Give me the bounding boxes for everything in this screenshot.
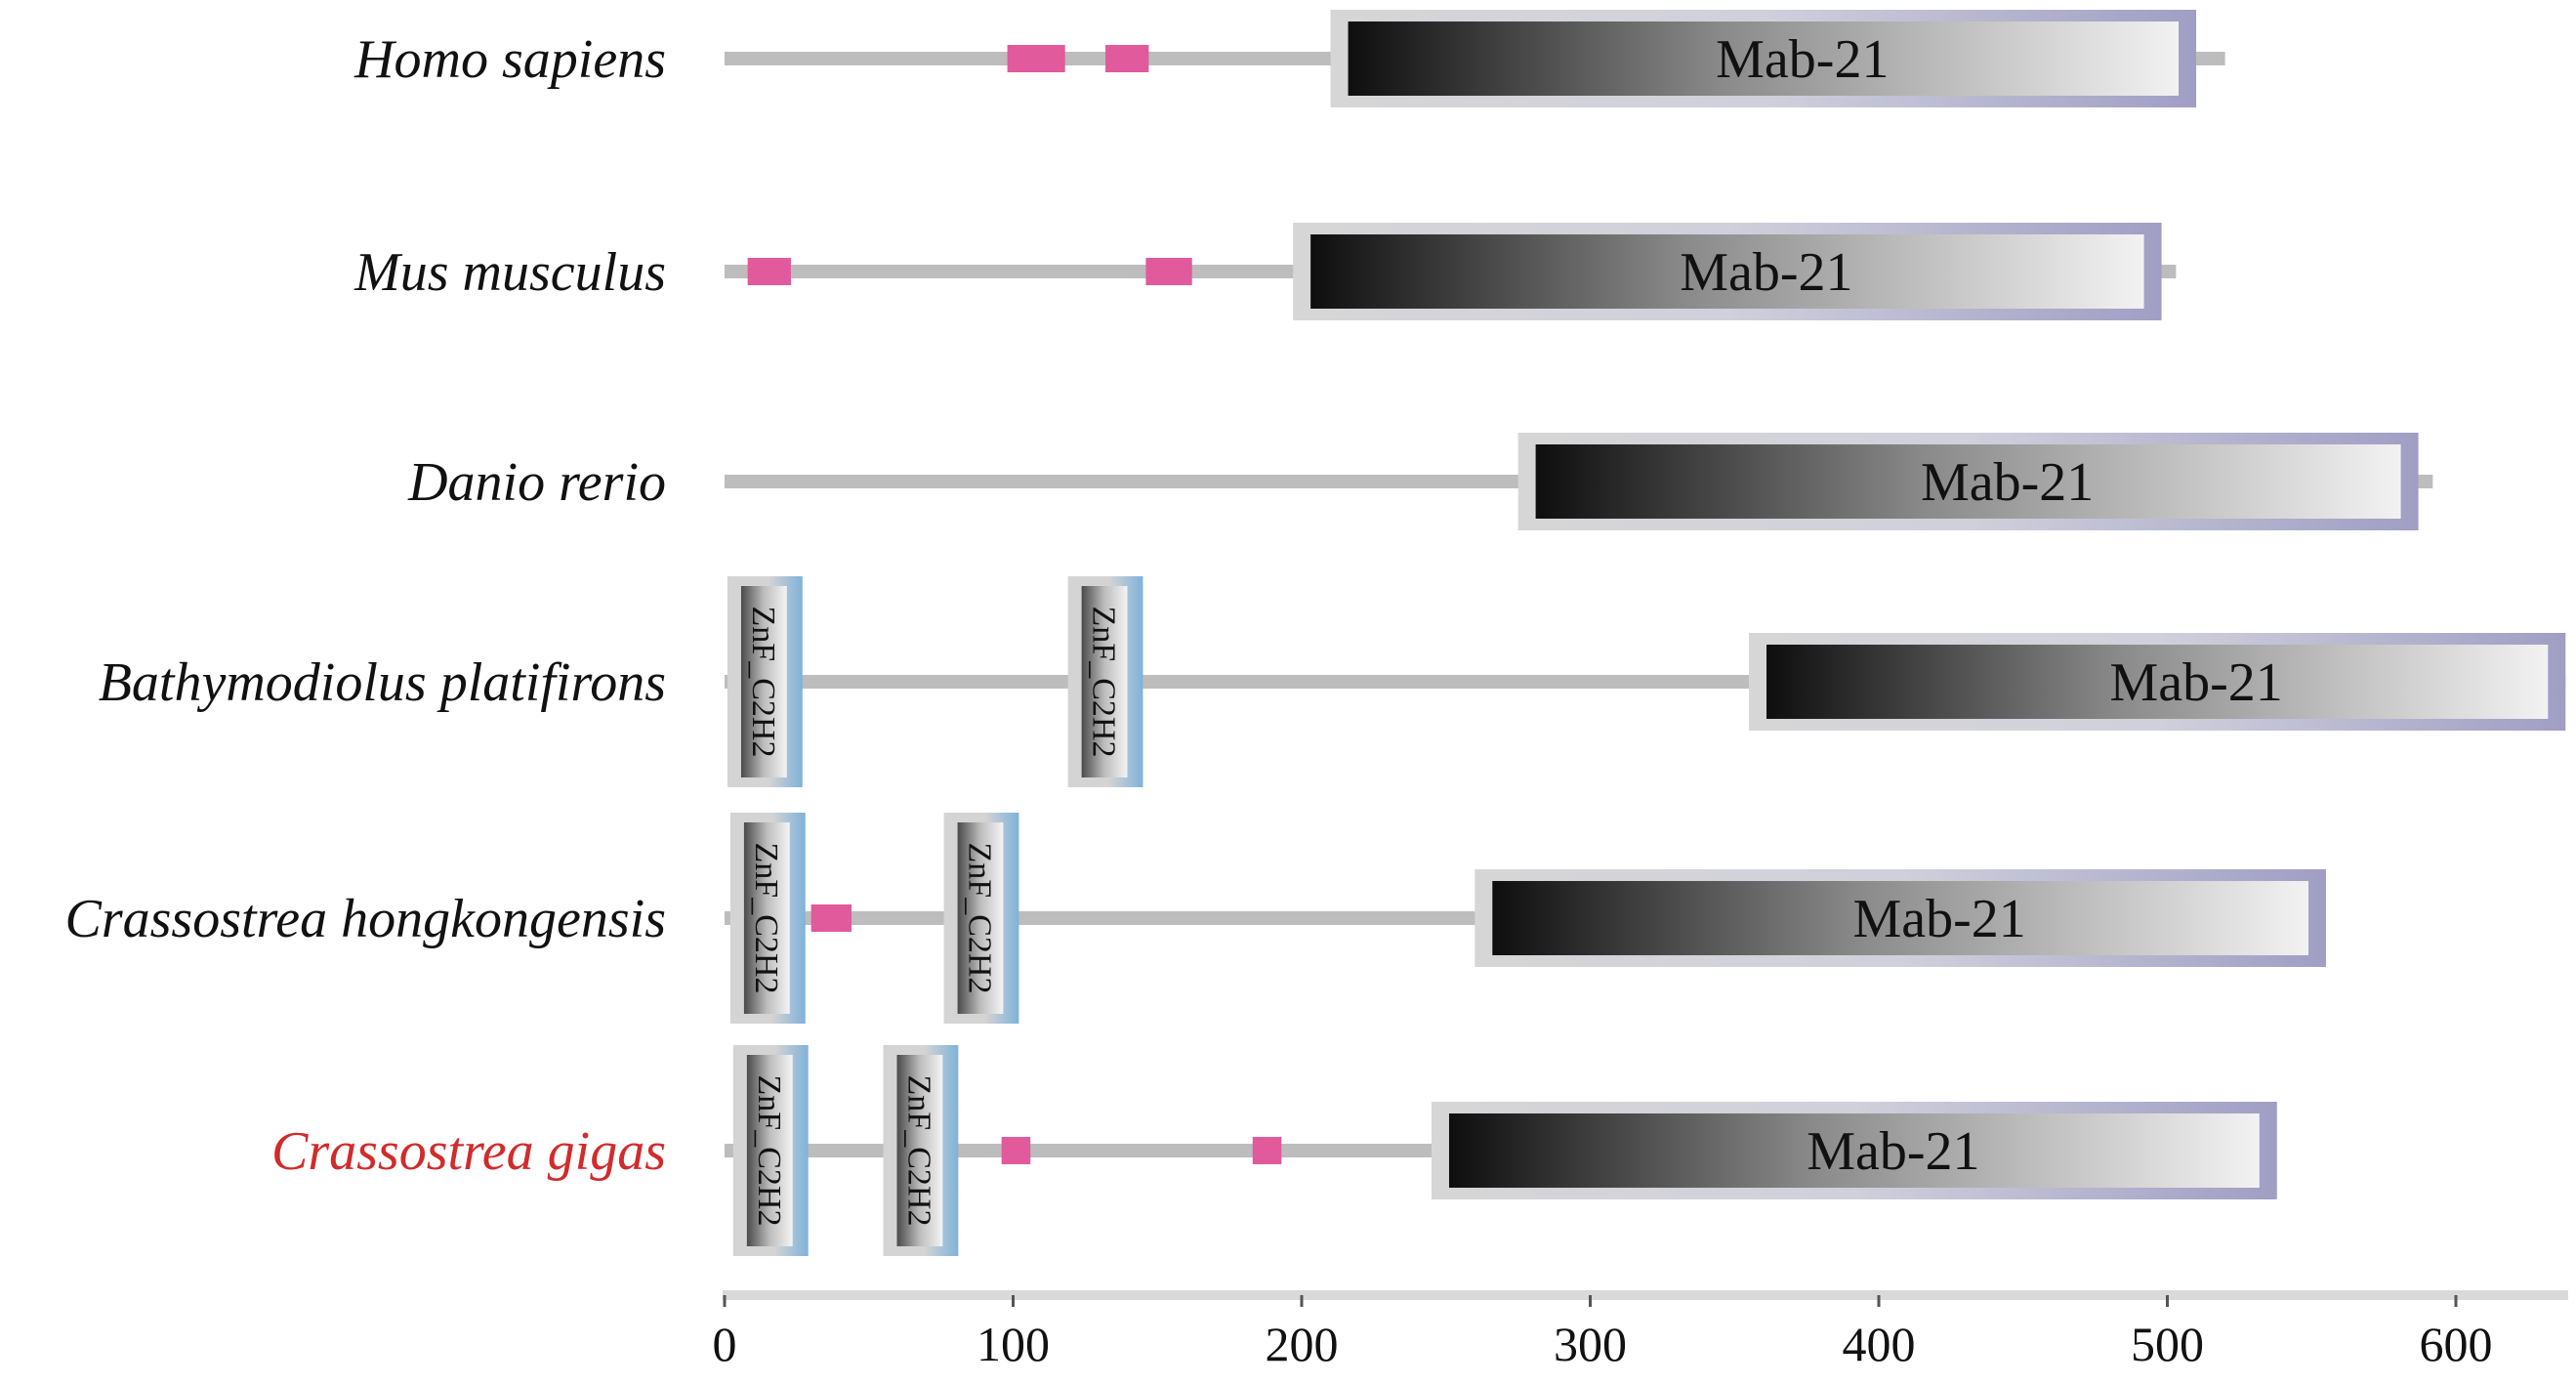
x-axis-tick bbox=[723, 1295, 727, 1307]
x-tick-label: 300 bbox=[1554, 1317, 1627, 1371]
species-label: Crassostrea hongkongensis bbox=[64, 889, 666, 949]
mab21-domain bbox=[1535, 444, 2401, 519]
mab21-label: Mab-21 bbox=[1807, 1121, 1979, 1182]
znf-label: ZnF_C2H2 bbox=[900, 1075, 936, 1227]
znf-domain bbox=[1081, 586, 1128, 777]
x-axis-tick bbox=[1300, 1295, 1304, 1307]
x-axis-tick bbox=[2166, 1295, 2169, 1307]
znf-label: ZnF_C2H2 bbox=[745, 607, 781, 758]
znf-label: ZnF_C2H2 bbox=[1086, 607, 1122, 758]
x-tick-label: 600 bbox=[2420, 1317, 2493, 1371]
x-tick-label: 400 bbox=[1843, 1317, 1916, 1371]
mab21-label: Mab-21 bbox=[1921, 452, 2094, 513]
mab21-domain bbox=[1766, 645, 2549, 719]
species-label: Homo sapiens bbox=[353, 29, 666, 90]
mab21-domain bbox=[1348, 21, 2180, 96]
motif-box bbox=[1001, 1137, 1031, 1164]
mab21-domain bbox=[1448, 1113, 2260, 1188]
znf-domain bbox=[896, 1055, 943, 1246]
protein-row: Mus musculus Mab-21 bbox=[353, 223, 2177, 320]
znf-label: ZnF_C2H2 bbox=[961, 843, 997, 994]
x-tick-label: 100 bbox=[976, 1317, 1050, 1371]
mab21-label: Mab-21 bbox=[1680, 242, 1852, 303]
x-axis-line bbox=[723, 1290, 2568, 1300]
motif-box bbox=[1145, 258, 1192, 285]
protein-row: Crassostrea hongkongensis Mab-21 ZnF_C2H2 Z… bbox=[64, 813, 2327, 1024]
protein-row: Bathymodiolus platifirons Mab-21 ZnF_C2H2 Z… bbox=[99, 576, 2566, 787]
motif-box bbox=[810, 904, 852, 932]
motif-box bbox=[1105, 45, 1149, 72]
x-axis: 0 100 200 300 400 500 600 bbox=[713, 1290, 2568, 1371]
x-axis-tick bbox=[1589, 1295, 1592, 1307]
protein-row: Danio rerio Mab-21 bbox=[407, 433, 2433, 530]
motif-box bbox=[1252, 1137, 1282, 1164]
species-label: Bathymodiolus platifirons bbox=[99, 652, 666, 713]
mab21-label: Mab-21 bbox=[1716, 29, 1889, 90]
x-axis-tick bbox=[1012, 1295, 1015, 1307]
x-tick-label: 500 bbox=[2131, 1317, 2204, 1371]
znf-domain bbox=[743, 822, 790, 1014]
znf-domain bbox=[740, 586, 787, 777]
x-tick-label: 0 bbox=[713, 1317, 737, 1371]
protein-row: Crassostrea gigas Mab-21 ZnF_C2H2 ZnF_C2H2 bbox=[271, 1045, 2277, 1256]
motif-box bbox=[1007, 45, 1065, 72]
mab21-label: Mab-21 bbox=[2110, 652, 2283, 713]
znf-domain bbox=[957, 822, 1004, 1014]
species-label: Danio rerio bbox=[407, 452, 666, 513]
motif-box bbox=[747, 258, 791, 285]
mab21-domain bbox=[1492, 881, 2309, 955]
protein-row: Homo sapiens Mab-21 bbox=[353, 10, 2225, 107]
mab21-domain bbox=[1310, 234, 2144, 309]
species-label: Mus musculus bbox=[353, 242, 666, 303]
znf-label: ZnF_C2H2 bbox=[751, 1075, 787, 1227]
znf-domain bbox=[746, 1055, 793, 1246]
x-axis-tick bbox=[2454, 1295, 2458, 1307]
mab21-label: Mab-21 bbox=[1853, 889, 2026, 949]
x-axis-tick bbox=[1877, 1295, 1881, 1307]
species-label: Crassostrea gigas bbox=[271, 1121, 666, 1182]
znf-label: ZnF_C2H2 bbox=[748, 843, 784, 994]
x-tick-label: 200 bbox=[1266, 1317, 1339, 1371]
